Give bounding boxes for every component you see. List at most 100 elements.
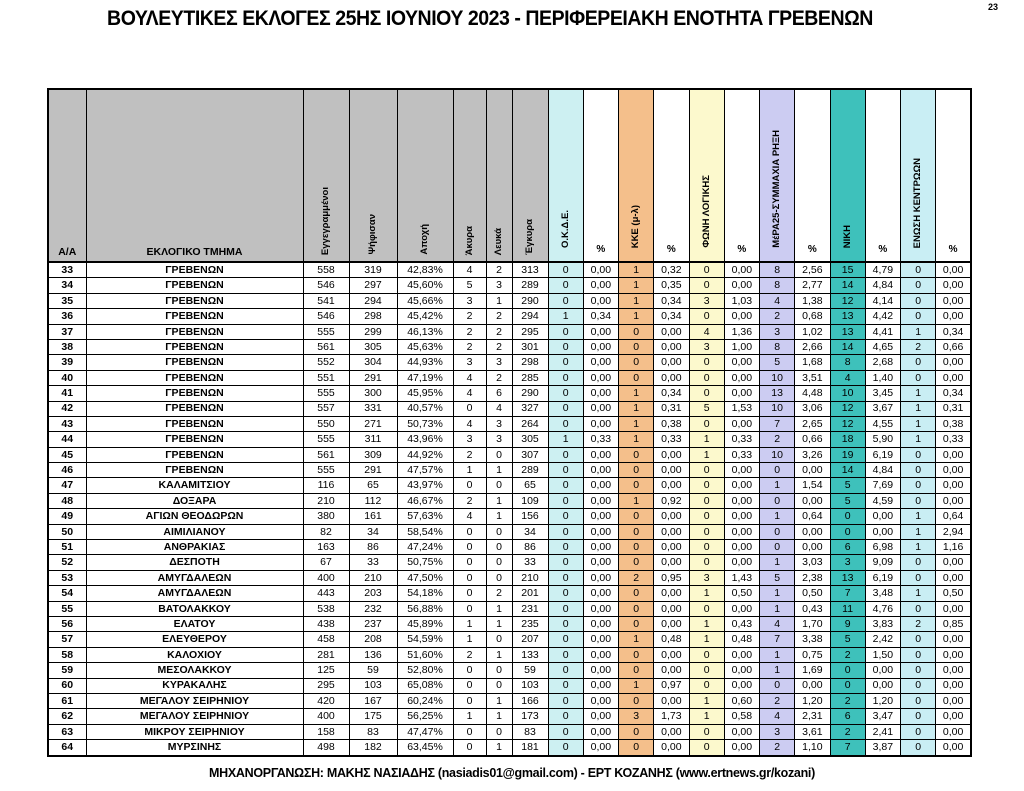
party-pct-cell: 4,59 [864, 492, 902, 510]
stat-cell-2: 60,24% [396, 692, 454, 710]
header-party-pct-0: % [582, 88, 620, 263]
party-pct-cell: 0,00 [582, 323, 620, 340]
stat-cell-5: 327 [511, 400, 549, 417]
stat-cell-3: 0 [452, 523, 487, 541]
party-votes-cell: 0 [547, 338, 584, 356]
table-row: 43 ΓΡΕΒΕΝΩΝ 550 271 50,73% 4 3 264 0 0,00 1 0,38 0 0,… [47, 415, 972, 433]
party-pct-cell: 0,34 [653, 308, 690, 325]
stat-cell-4: 1 [485, 692, 513, 710]
party-votes-cell: 1 [617, 492, 655, 510]
party-pct-cell: 0,00 [653, 477, 690, 494]
section-name-cell: ΜΥΡΣΙΝΗΣ [85, 739, 304, 756]
party-votes-cell: 0 [688, 723, 725, 741]
table-row: 41 ΓΡΕΒΕΝΩΝ 555 300 45,95% 4 6 290 0 0,00 1 0,34 0 0,… [47, 385, 972, 402]
party-votes-cell: 0 [547, 569, 584, 587]
stat-cell-2: 58,54% [396, 523, 454, 541]
section-name-cell: ΑΜΥΓΔΑΛΕΩΝ [85, 569, 304, 587]
party-pct-cell: 2,65 [794, 415, 831, 433]
table-row: 47 ΚΑΛΑΜΙΤΣΙΟΥ 116 65 43,97% 0 0 65 0 0,00 0 0,00 0 0… [47, 477, 972, 494]
stat-cell-4: 2 [485, 369, 513, 387]
table-row: 56 ΕΛΑΤΟΥ 438 237 45,89% 1 1 235 0 0,00 0 0,00 1 0,43… [47, 615, 972, 633]
table-row: 35 ΓΡΕΒΕΝΩΝ 541 294 45,66% 3 1 290 0 0,00 1 0,34 3 1,… [47, 292, 972, 310]
party-pct-cell: 4,79 [864, 261, 902, 279]
party-votes-cell: 1 [617, 631, 655, 648]
party-pct-cell: 0,00 [935, 662, 972, 679]
party-votes-cell: 0 [899, 446, 937, 464]
party-votes-cell: 0 [617, 585, 655, 602]
header-section: ΕΚΛΟΓΙΚΟ ΤΜΗΜΑ [85, 88, 304, 263]
party-votes-cell: 0 [899, 277, 937, 294]
party-pct-cell: 0,00 [935, 477, 972, 494]
stat-cell-2: 46,67% [396, 492, 454, 510]
stat-cell-2: 45,89% [396, 615, 454, 633]
party-votes-cell: 0 [547, 385, 584, 402]
section-name-cell: ΔΕΣΠΟΤΗ [85, 554, 304, 571]
party-votes-cell: 1 [758, 585, 796, 602]
stat-cell-3: 1 [452, 708, 487, 725]
party-pct-cell: 2,41 [864, 723, 902, 741]
stat-cell-2: 43,96% [396, 431, 454, 448]
stat-cell-5: 33 [511, 554, 549, 571]
party-votes-cell: 0 [899, 646, 937, 664]
party-votes-cell: 0 [688, 369, 725, 387]
party-votes-cell: 0 [617, 646, 655, 664]
header-stat-label: Άκυρα [463, 225, 475, 255]
stat-cell-1: 203 [348, 585, 398, 602]
stat-cell-3: 5 [452, 277, 487, 294]
party-pct-cell: 3,83 [864, 615, 902, 633]
table-row: 40 ΓΡΕΒΕΝΩΝ 551 291 47,19% 4 2 285 0 0,00 0 0,00 0 0,… [47, 369, 972, 387]
party-votes-cell: 0 [899, 492, 937, 510]
party-votes-cell: 0 [547, 739, 584, 756]
party-pct-cell: 1,50 [864, 646, 902, 664]
stat-cell-4: 0 [485, 523, 513, 541]
table-row: 45 ΓΡΕΒΕΝΩΝ 561 309 44,92% 2 0 307 0 0,00 0 0,00 1 0,… [47, 446, 972, 464]
party-pct-cell: 0,00 [582, 692, 620, 710]
party-pct-cell: 0,00 [723, 662, 761, 679]
party-votes-cell: 1 [758, 646, 796, 664]
party-pct-cell: 0,64 [935, 508, 972, 525]
stat-cell-2: 54,18% [396, 585, 454, 602]
stat-cell-0: 458 [302, 631, 350, 648]
stat-cell-1: 291 [348, 369, 398, 387]
section-name-cell: ΚΥΡΑΚΑΛΗΣ [85, 677, 304, 694]
party-pct-cell: 3,67 [864, 400, 902, 417]
party-votes-cell: 2 [758, 692, 796, 710]
stat-cell-2: 44,93% [396, 354, 454, 371]
row-number-cell: 45 [47, 446, 87, 464]
stat-cell-0: 438 [302, 615, 350, 633]
stat-cell-2: 51,60% [396, 646, 454, 664]
party-votes-cell: 1 [617, 277, 655, 294]
stat-cell-0: 443 [302, 585, 350, 602]
stat-cell-0: 558 [302, 261, 350, 279]
row-number-cell: 54 [47, 585, 87, 602]
party-votes-cell: 0 [688, 415, 725, 433]
party-votes-cell: 0 [688, 492, 725, 510]
party-pct-cell: 0,00 [794, 462, 831, 479]
stat-cell-2: 56,25% [396, 708, 454, 725]
party-votes-cell: 0 [758, 492, 796, 510]
party-votes-cell: 1 [899, 508, 937, 525]
stat-cell-1: 309 [348, 446, 398, 464]
party-votes-cell: 1 [617, 385, 655, 402]
page-number: 23 [987, 2, 998, 12]
row-number-cell: 41 [47, 385, 87, 402]
party-votes-cell: 1 [617, 292, 655, 310]
results-table: Α/Α ΕΚΛΟΓΙΚΟ ΤΜΗΜΑ Εγγεγραμμένοι Ψήφισαν Απο… [47, 88, 972, 757]
party-votes-cell: 0 [899, 554, 937, 571]
party-votes-cell: 0 [617, 692, 655, 710]
section-name-cell: ΕΛΑΤΟΥ [85, 615, 304, 633]
header-stat-4: Λευκά [485, 88, 513, 263]
party-pct-cell: 1,70 [794, 615, 831, 633]
party-pct-cell: 1,69 [794, 662, 831, 679]
section-name-cell: ΓΡΕΒΕΝΩΝ [85, 462, 304, 479]
party-votes-cell: 0 [899, 369, 937, 387]
party-votes-cell: 8 [758, 277, 796, 294]
stat-cell-1: 291 [348, 462, 398, 479]
party-votes-cell: 1 [899, 385, 937, 402]
section-name-cell: ΓΡΕΒΕΝΩΝ [85, 385, 304, 402]
stat-cell-1: 294 [348, 292, 398, 310]
party-pct-cell: 0,58 [723, 708, 761, 725]
header-stat-label: Εγγεγραμμένοι [320, 186, 332, 255]
header-party-3: ΜέΡΑ25-ΣΥΜΜΑΧΙΑ ΡΗΞΗ [758, 88, 796, 263]
party-votes-cell: 0 [547, 369, 584, 387]
